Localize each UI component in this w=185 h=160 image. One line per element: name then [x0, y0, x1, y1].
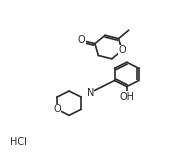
Text: HCl: HCl: [10, 137, 27, 147]
Text: N: N: [87, 88, 94, 98]
Text: O: O: [118, 45, 126, 55]
Text: O: O: [78, 35, 85, 45]
Text: OH: OH: [119, 92, 134, 102]
Text: O: O: [53, 104, 61, 114]
